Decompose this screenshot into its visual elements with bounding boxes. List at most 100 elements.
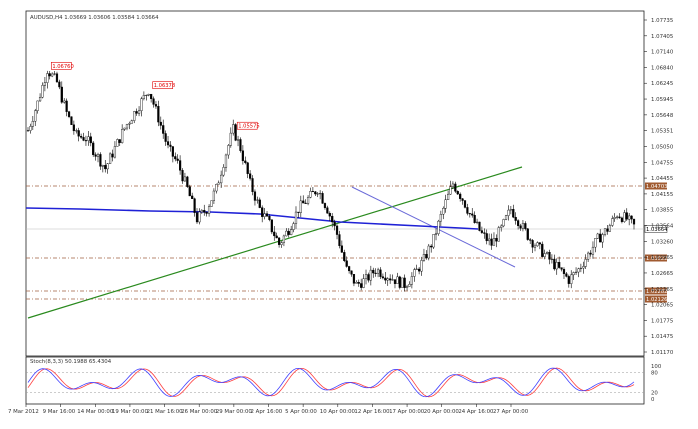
candle-body [176,158,179,161]
candle-body [142,95,145,99]
candle-body [108,153,112,164]
candle-body [229,132,232,146]
candle-body [596,233,599,239]
candle-body [485,233,488,242]
candle-body [560,267,563,270]
candle-body [591,246,595,255]
time-tick-label: 21 Mar 16:00 [147,409,184,415]
candle-body [174,156,177,160]
candle-body [587,252,590,260]
candle-body [582,266,585,269]
candle-body [608,225,611,232]
symbol-header: AUDUSD,H4 1.03669 1.03606 1.03584 1.0366… [30,15,159,21]
level-price-tag [645,295,667,303]
candle-body [379,269,382,277]
level-price-label: 1.03022 [646,256,667,262]
candle-body [615,216,619,218]
time-tick-label: 29 Mar 00:00 [216,409,253,415]
candle-body [193,198,196,213]
candle-body [80,136,83,138]
time-tick-label: 9 Mar 16:00 [43,409,76,415]
candle-body [26,130,30,132]
stochastic-panel[interactable] [25,356,645,405]
candle-body [75,130,78,132]
stochastic-lines [26,367,644,398]
candle-body [135,111,138,114]
candle-body [285,230,288,237]
stoch-signal-line [27,367,635,398]
annotation-box[interactable] [51,62,72,70]
candle-body [574,271,578,273]
ma-line[interactable] [25,207,479,230]
candle-body [277,237,281,245]
candle-body [514,216,517,221]
candle-body [374,272,377,274]
candle-body [490,238,493,246]
candle-body [483,232,486,234]
price-tick-label: 1.02665 [651,271,673,277]
candle-body [65,100,68,112]
price-tick-label: 1.04755 [651,160,673,166]
candle-body [323,203,327,208]
candle-body [449,186,452,195]
candle-body [113,146,117,158]
price-tick-label: 1.07405 [651,34,673,40]
candle-body [558,262,561,268]
candle-body [529,239,532,241]
candle-body [456,191,459,195]
candle-body [437,220,440,234]
green-trendline[interactable] [27,166,523,319]
candle-body [287,230,290,235]
candle-body [384,277,387,281]
main-chart-panel[interactable] [25,10,645,357]
candle-body [145,94,148,96]
price-tick-label: 1.02965 [651,255,673,261]
candle-body [422,254,426,261]
candle-body [360,283,363,288]
candle-body [565,273,568,277]
candle-body [536,242,539,247]
level-price-tag [645,254,667,262]
candle-body [94,154,97,157]
current-price-tag [644,225,668,233]
candle-body [316,193,319,195]
candle-body [246,162,249,174]
candle-body [415,268,418,270]
annotation-box[interactable] [236,121,258,130]
candle-body [376,269,380,274]
candle-body [517,220,520,226]
candle-body [244,160,247,163]
candle-body [623,212,626,222]
price-tick-label: 1.01170 [651,350,674,356]
candle-body [603,228,607,235]
candle-body [106,163,109,170]
candle-body [179,160,182,171]
candle-body [495,238,498,242]
candle-body [625,212,628,220]
candle-body [304,202,307,204]
candle-body [338,234,341,246]
candle-body [611,218,614,226]
candle-body [96,154,100,157]
candle-body [393,279,397,284]
stoch-main-line [27,367,635,398]
candle-body [181,170,184,182]
candle-body [256,199,259,201]
candle-body [38,97,42,102]
candle-body [340,245,343,253]
candle-body [157,106,160,123]
candle-body [63,100,66,103]
annotation-box[interactable] [152,81,174,89]
candle-body [543,253,546,257]
level-price-label: 1.04703 [646,184,667,190]
candle-body [475,221,479,223]
candle-body [137,110,141,114]
candle-body [99,154,102,167]
candle-body [147,93,150,96]
level-price-label: 1.02282 [646,289,667,295]
price-tick-label: 1.03260 [651,239,674,245]
candle-body [432,234,435,248]
candle-body [217,182,220,185]
candle-body [350,270,353,275]
